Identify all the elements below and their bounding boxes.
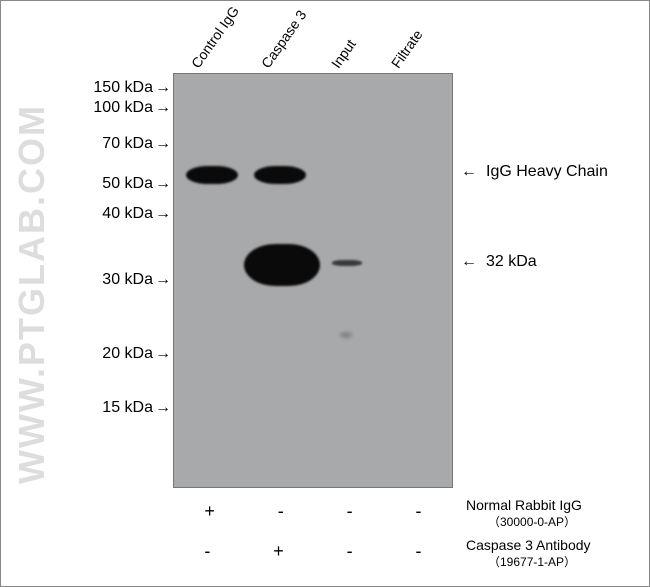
arrow-icon: → xyxy=(155,399,171,417)
arrow-left-icon: ← xyxy=(461,253,477,271)
marker-50kda: 50 kDa xyxy=(63,175,153,193)
marker-20kda: 20 kDa xyxy=(63,345,153,363)
figure-container: WWW.PTGLAB.COM Control IgG Caspase 3 Inp… xyxy=(0,0,650,587)
pm-row-1: + - - - xyxy=(173,501,453,522)
pm-cell: - xyxy=(347,501,353,522)
arrow-icon: → xyxy=(155,205,171,223)
band-caspase3-32kda xyxy=(244,244,320,286)
pm-cell: + xyxy=(273,541,284,562)
lane-label-caspase3: Caspase 3 xyxy=(258,7,310,71)
arrow-icon: → xyxy=(155,271,171,289)
lane-label-input: Input xyxy=(328,36,359,71)
lane-label-filtrate: Filtrate xyxy=(388,27,426,71)
bottom-label-normal-igg: Normal Rabbit IgG xyxy=(466,497,582,513)
marker-15kda: 15 kDa xyxy=(63,399,153,417)
band-input-32kda xyxy=(332,260,362,266)
arrow-icon: → xyxy=(155,79,171,97)
band-control-igg-heavy xyxy=(186,166,238,184)
annot-igg-heavy: IgG Heavy Chain xyxy=(486,163,608,181)
pm-cell: - xyxy=(416,501,422,522)
pm-cell: - xyxy=(416,541,422,562)
bottom-sub-19677: （19677-1-AP） xyxy=(488,553,576,570)
marker-30kda: 30 kDa xyxy=(63,271,153,289)
arrow-icon: → xyxy=(155,135,171,153)
arrow-icon: → xyxy=(155,99,171,117)
marker-150kda: 150 kDa xyxy=(63,79,153,97)
arrow-icon: → xyxy=(155,175,171,193)
pm-row-2: - + - - xyxy=(173,541,453,562)
lane-label-control-igg: Control IgG xyxy=(188,3,242,71)
pm-cell: - xyxy=(278,501,284,522)
marker-40kda: 40 kDa xyxy=(63,205,153,223)
bottom-label-caspase3: Caspase 3 Antibody xyxy=(466,537,591,553)
annot-32kda: 32 kDa xyxy=(486,253,537,271)
band-caspase3-igg-heavy xyxy=(254,166,306,184)
pm-cell: - xyxy=(204,541,210,562)
marker-100kda: 100 kDa xyxy=(63,99,153,117)
pm-cell: - xyxy=(347,541,353,562)
arrow-icon: → xyxy=(155,345,171,363)
arrow-left-icon: ← xyxy=(461,163,477,181)
marker-70kda: 70 kDa xyxy=(63,135,153,153)
pm-cell: + xyxy=(204,501,215,522)
faint-mark-1 xyxy=(340,332,352,338)
western-blot-panel xyxy=(173,73,453,488)
watermark-text: WWW.PTGLAB.COM xyxy=(11,104,53,484)
bottom-sub-30000: （30000-0-AP） xyxy=(488,513,576,530)
lane-labels-group: Control IgG Caspase 3 Input Filtrate xyxy=(176,11,476,71)
